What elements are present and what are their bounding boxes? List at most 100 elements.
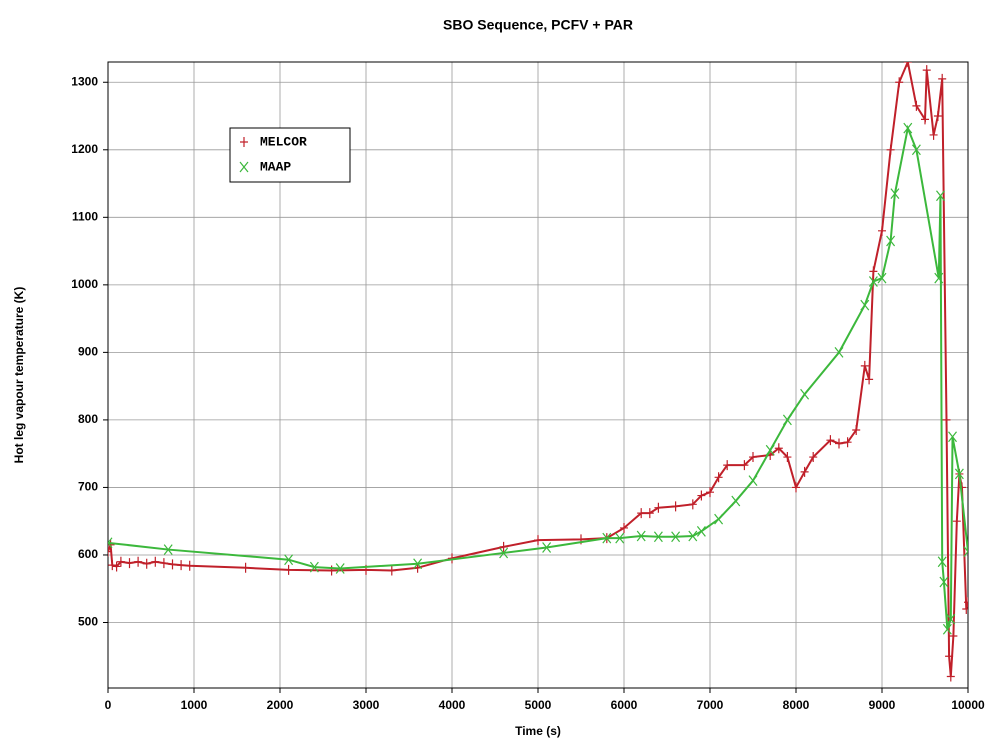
series-marker <box>800 466 809 477</box>
series-marker <box>949 631 958 642</box>
legend-box <box>229 127 351 183</box>
legend-label: MELCOR <box>260 134 307 149</box>
series-marker <box>938 73 947 84</box>
series-marker <box>911 144 921 156</box>
y-tick-label: 600 <box>78 547 98 561</box>
series-marker <box>671 531 681 543</box>
series-marker <box>142 558 151 569</box>
series-marker <box>159 558 168 569</box>
series-marker <box>964 597 968 608</box>
y-axis-label: Hot leg vapour temperature (K) <box>12 287 26 464</box>
series-marker <box>865 374 874 385</box>
x-tick-label: 5000 <box>525 698 552 712</box>
series-marker <box>542 542 552 553</box>
series-marker <box>942 414 951 425</box>
series-marker <box>765 444 775 456</box>
series-marker <box>116 556 125 567</box>
legend-marker <box>240 137 248 147</box>
y-tick-label: 700 <box>78 480 98 494</box>
series-marker <box>748 475 758 487</box>
series-marker <box>869 266 878 277</box>
series-marker <box>903 62 912 67</box>
series-marker <box>688 499 697 510</box>
series-marker <box>929 129 938 140</box>
series-marker <box>834 347 844 358</box>
y-tick-label: 1100 <box>72 209 98 223</box>
series-marker <box>335 563 345 574</box>
series-marker <box>740 460 749 471</box>
series-marker <box>948 431 957 443</box>
series-marker <box>671 501 680 512</box>
x-tick-label: 6000 <box>611 698 638 712</box>
series-marker <box>387 565 396 576</box>
series-marker <box>912 100 921 111</box>
x-tick-label: 7000 <box>697 698 724 712</box>
series-marker <box>168 559 177 570</box>
series-marker <box>108 537 113 549</box>
legend-marker <box>239 161 249 173</box>
series-marker <box>706 487 714 498</box>
series-marker <box>309 561 319 573</box>
series-marker <box>852 425 861 436</box>
series-marker <box>878 225 886 236</box>
series-marker <box>835 438 843 449</box>
series-marker <box>937 556 947 568</box>
series-marker <box>952 516 961 527</box>
series-marker <box>697 490 706 501</box>
series-marker <box>185 560 194 571</box>
plot-frame <box>107 61 969 689</box>
series-marker <box>946 613 956 625</box>
series-marker <box>177 560 186 571</box>
series-marker <box>945 651 954 662</box>
x-tick-label: 4000 <box>439 698 466 712</box>
x-tick-label: 1000 <box>181 698 208 712</box>
series-marker <box>962 603 968 614</box>
series-marker <box>615 532 625 544</box>
series-marker <box>499 547 509 559</box>
series-marker <box>499 541 508 552</box>
series-marker <box>826 435 835 446</box>
y-tick-label: 1000 <box>71 277 98 291</box>
series-marker <box>843 437 852 448</box>
chart-title: SBO Sequence, PCFV + PAR <box>443 17 633 33</box>
series-marker <box>783 452 792 463</box>
series-marker <box>731 495 741 507</box>
legend-label: MAAP <box>260 159 291 174</box>
series-marker <box>714 513 724 525</box>
series-marker <box>963 546 968 557</box>
series-marker <box>602 532 612 544</box>
series-marker <box>108 539 115 550</box>
series-marker <box>860 299 870 311</box>
series-marker <box>654 502 663 513</box>
series-marker <box>151 556 160 567</box>
y-tick-label: 500 <box>78 615 98 629</box>
series-marker <box>241 562 250 573</box>
series-marker <box>939 576 949 588</box>
series-marker <box>696 525 706 537</box>
series-marker <box>636 530 646 542</box>
series-marker <box>903 122 913 134</box>
x-tick-label: 8000 <box>783 698 810 712</box>
series-marker <box>284 554 294 566</box>
series-marker <box>921 114 929 125</box>
series-marker <box>890 188 900 200</box>
series-marker <box>954 468 964 480</box>
series-marker <box>134 556 143 567</box>
series-marker <box>723 460 732 471</box>
series-marker <box>749 452 757 463</box>
series-marker <box>860 360 869 371</box>
series-marker <box>800 388 810 400</box>
series-marker <box>877 272 887 284</box>
x-tick-label: 9000 <box>869 698 896 712</box>
series-marker <box>534 535 542 546</box>
series-marker <box>868 276 878 287</box>
series-marker <box>936 190 945 202</box>
series-marker <box>645 508 654 519</box>
x-tick-label: 2000 <box>267 698 294 712</box>
series-marker <box>895 77 904 88</box>
series-marker <box>933 111 942 122</box>
series-marker <box>714 472 723 483</box>
y-tick-label: 900 <box>78 345 98 359</box>
series-marker <box>782 414 792 426</box>
